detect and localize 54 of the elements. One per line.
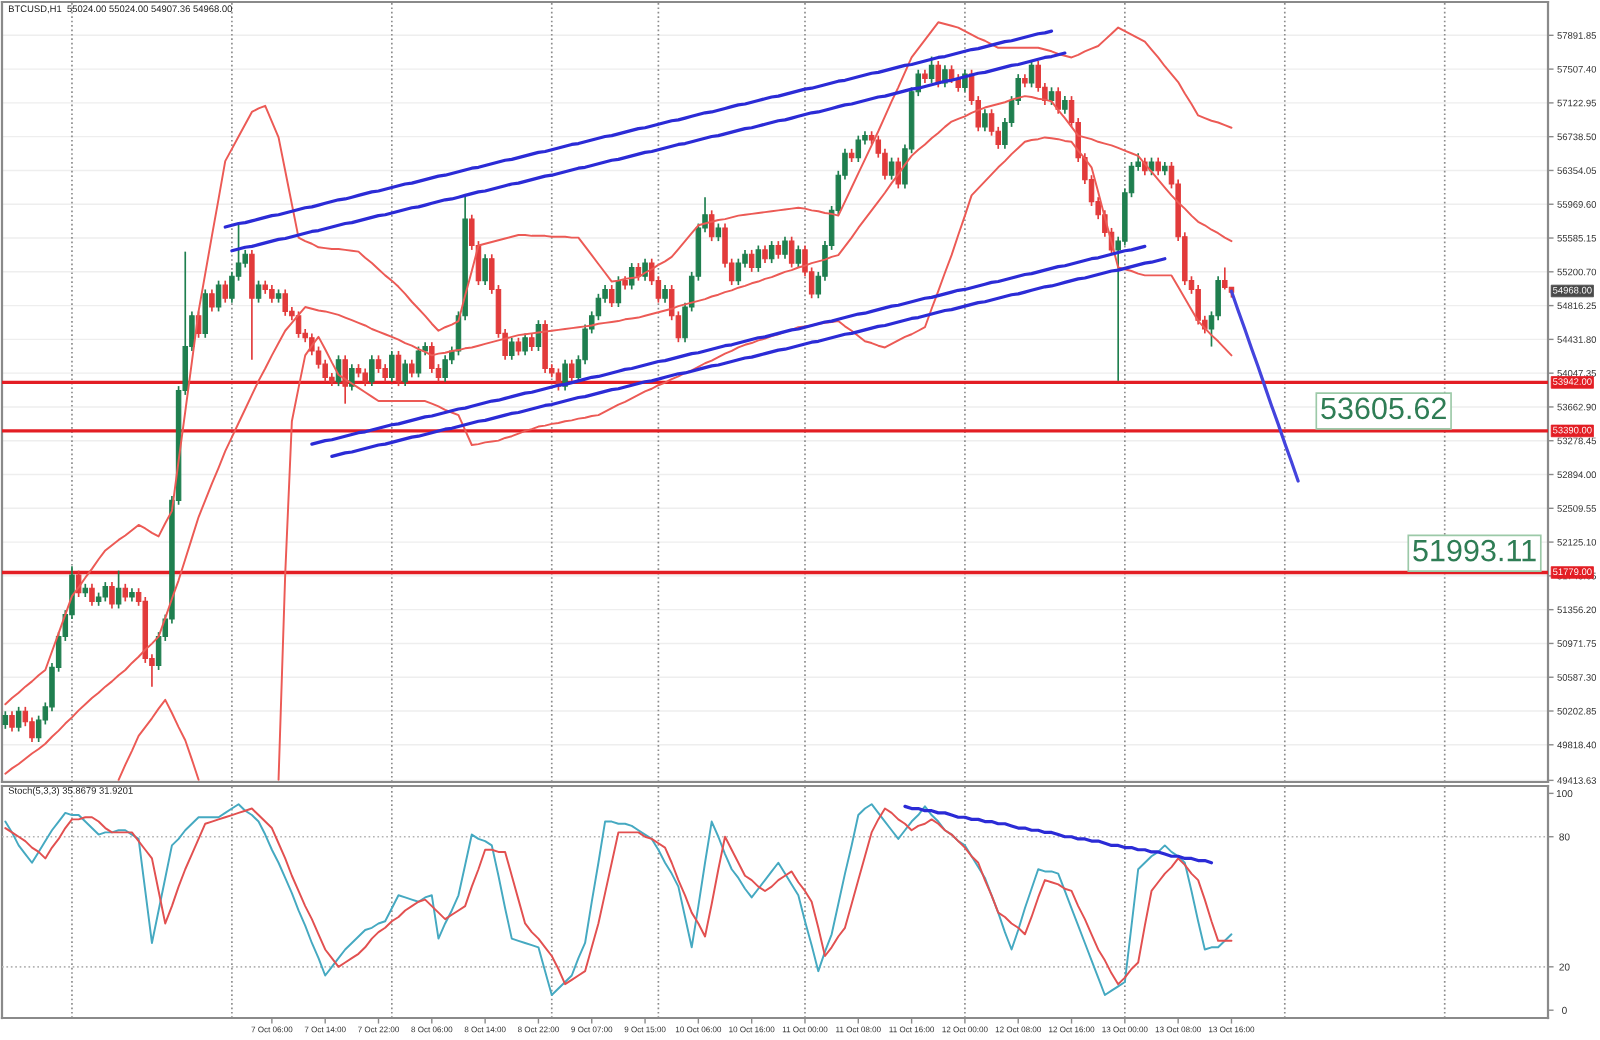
candlestick xyxy=(349,363,355,392)
candlestick xyxy=(15,706,22,733)
candlestick xyxy=(755,244,762,273)
candlestick xyxy=(935,60,942,89)
candlestick xyxy=(115,569,122,610)
candlestick xyxy=(429,341,435,374)
candlestick xyxy=(888,156,895,181)
candlestick xyxy=(628,262,635,291)
candlestick xyxy=(209,288,215,313)
candlestick xyxy=(509,336,515,361)
candlestick xyxy=(748,249,755,273)
candlestick xyxy=(788,235,795,269)
candlestick xyxy=(768,240,775,264)
line-series xyxy=(1229,289,1300,483)
candlestick xyxy=(982,108,988,133)
line-series xyxy=(223,29,1054,229)
candlestick xyxy=(855,134,862,163)
candlestick xyxy=(395,350,402,387)
candlestick xyxy=(215,279,222,313)
candlestick xyxy=(708,209,715,242)
candlestick xyxy=(735,257,742,286)
candlestick xyxy=(1028,60,1035,89)
candlestick xyxy=(928,55,935,84)
candlestick xyxy=(415,345,422,379)
line-series xyxy=(230,51,1067,253)
candlestick xyxy=(9,710,15,733)
candlestick xyxy=(522,332,528,357)
candlestick xyxy=(369,354,375,387)
candlestick xyxy=(255,279,262,304)
candlestick xyxy=(342,354,348,405)
line-series xyxy=(903,804,1214,865)
candlestick xyxy=(608,284,615,308)
candlestick xyxy=(569,358,575,383)
candlestick xyxy=(782,235,788,260)
candlestick xyxy=(89,583,95,607)
candlestick xyxy=(562,358,568,392)
candlestick xyxy=(442,354,448,383)
candlestick xyxy=(482,253,488,286)
candlestick xyxy=(1222,266,1228,291)
candlestick xyxy=(202,288,208,339)
annotation: 53605.62 xyxy=(1321,397,1446,420)
candlestick xyxy=(795,244,802,269)
line-series xyxy=(330,257,1167,459)
candlestick xyxy=(249,249,255,361)
candlestick xyxy=(102,581,109,603)
candlestick xyxy=(1195,284,1201,326)
candlestick xyxy=(282,288,288,317)
candlestick xyxy=(222,279,228,304)
annotation: 51993.11 xyxy=(1413,539,1536,562)
candlestick xyxy=(1055,86,1061,115)
candlestick xyxy=(402,358,408,387)
candlestick xyxy=(109,581,115,610)
candlestick xyxy=(542,319,548,374)
line-series xyxy=(4,21,1233,706)
